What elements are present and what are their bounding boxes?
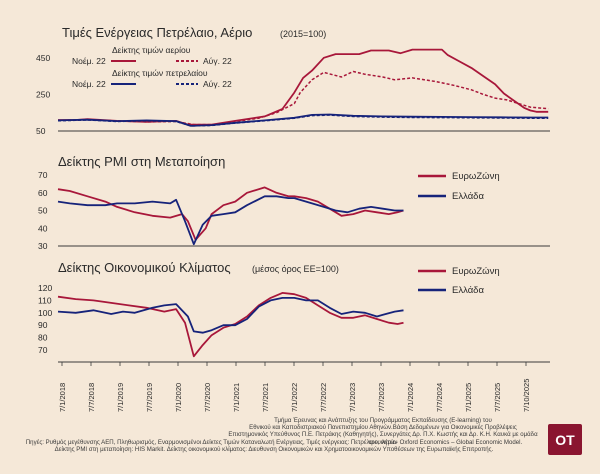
x-tick-label-11: 7/7/2023 <box>377 383 386 412</box>
chart1-subtitle: (2015=100) <box>280 29 326 39</box>
legend-oil-solid-label: Νοέμ. 22 <box>72 79 106 89</box>
legend-gas-dashed-label: Αύγ. 22 <box>203 56 232 66</box>
chart3-title: Δείκτης Οικονομικού Κλίματος <box>58 260 231 275</box>
chart2-ytick-4: 70 <box>38 170 48 180</box>
x-tick-label-2: 7/1/2019 <box>116 383 125 412</box>
x-tick-label-6: 7/1/2021 <box>232 383 241 412</box>
x-tick-label-7: 7/7/2021 <box>261 383 270 412</box>
chart1-series-oil_aug <box>57 114 549 127</box>
chart1-ytick-1: 250 <box>36 89 50 99</box>
plots-layer: 50 250 450 30 40 50 60 70 70 80 90 100 110 120 <box>36 48 550 363</box>
x-tick-label-14: 7/1/2025 <box>464 383 473 412</box>
chart3-ytick-4: 110 <box>38 295 52 305</box>
legend-gas-title: Δείκτης τιμών αερίου <box>112 45 191 55</box>
chart2-ytick-1: 40 <box>38 223 48 233</box>
chart3-ytick-0: 70 <box>38 345 48 355</box>
x-tick-label-3: 7/7/2019 <box>145 383 154 412</box>
x-tick-label-5: 7/7/2020 <box>203 383 212 412</box>
footer-line-5: Δείκτης PMI στη μεταποίηση: HIS Markit. … <box>54 446 494 454</box>
chart2-series-eu <box>57 186 404 241</box>
chart3-ytick-5: 120 <box>38 283 52 293</box>
footer-line-3: Επιστημονικός Υπεύθυνος Π.Ε. Πετράκης (Κ… <box>228 431 538 446</box>
chart2-ytick-2: 50 <box>38 206 48 216</box>
chart3-subtitle: (μέσος όρος ΕΕ=100) <box>252 264 339 274</box>
ot-logo: ΟΤ <box>548 424 582 455</box>
chart3-ytick-3: 100 <box>38 308 52 318</box>
footer-credits: Τμήμα Έρευνας και Ανάπτυξης του Προγράμμ… <box>218 417 548 446</box>
chart1-ytick-0: 50 <box>36 126 46 136</box>
chart3-ytick-2: 90 <box>38 320 48 330</box>
chart3-ytick-1: 80 <box>38 333 48 343</box>
x-tick-label-13: 7/7/2024 <box>435 383 444 412</box>
chart1-title: Τιμές Ενέργειας Πετρέλαιο, Αέριο <box>62 25 252 40</box>
x-tick-label-16: 7/10/2025 <box>522 379 531 412</box>
x-tick-label-0: 7/1/2018 <box>58 383 67 412</box>
legend-gas-solid-label: Νοέμ. 22 <box>72 56 106 66</box>
footer-line-1: Τμήμα Έρευνας και Ανάπτυξης του Προγράμμ… <box>274 417 492 424</box>
legend-oil-title: Δείκτης τιμών πετρελαίου <box>112 68 208 78</box>
chart2-title: Δείκτης PMI στη Μεταποίηση <box>58 154 225 169</box>
chart1-series-gas_aug <box>57 70 549 126</box>
chart2-ytick-3: 60 <box>38 188 48 198</box>
chart2-ytick-0: 30 <box>38 241 48 251</box>
footer-line-2: Εθνικού και Καποδιστριακού Πανεπιστημίου… <box>249 424 517 432</box>
footer-sources: Πηγές: Ρυθμός μεγέθυνσης ΑΕΠ, Πληθωρισμό… <box>4 439 544 453</box>
x-tick-label-4: 7/1/2020 <box>174 383 183 412</box>
x-tick-label-10: 7/1/2023 <box>348 383 357 412</box>
footer-line-4: Πηγές: Ρυθμός μεγέθυνσης ΑΕΠ, Πληθωρισμό… <box>25 439 523 446</box>
chart2-legend-gr: Ελλάδα <box>452 191 484 202</box>
x-tick-label-15: 7/7/2025 <box>493 383 502 412</box>
x-tick-label-8: 7/1/2022 <box>290 383 299 412</box>
x-tick-label-12: 7/1/2024 <box>406 383 415 412</box>
chart3-series-eu <box>57 291 404 358</box>
x-tick-label-9: 7/7/2022 <box>319 383 328 412</box>
chart3-series-gr <box>57 296 404 334</box>
chart3-legend-gr: Ελλάδα <box>452 285 484 296</box>
chart3-legend-eu: ΕυρωΖώνη <box>452 266 500 277</box>
legend-oil-dashed-label: Αύγ. 22 <box>203 79 232 89</box>
x-tick-label-1: 7/7/2018 <box>87 383 96 412</box>
chart2-series-gr <box>57 195 404 246</box>
chart2-legend-eu: ΕυρωΖώνη <box>452 171 500 182</box>
chart1-ytick-2: 450 <box>36 53 50 63</box>
x-axis: 7/1/2018 7/7/2018 7/1/2019 7/7/2019 7/1/2020… <box>58 362 531 412</box>
